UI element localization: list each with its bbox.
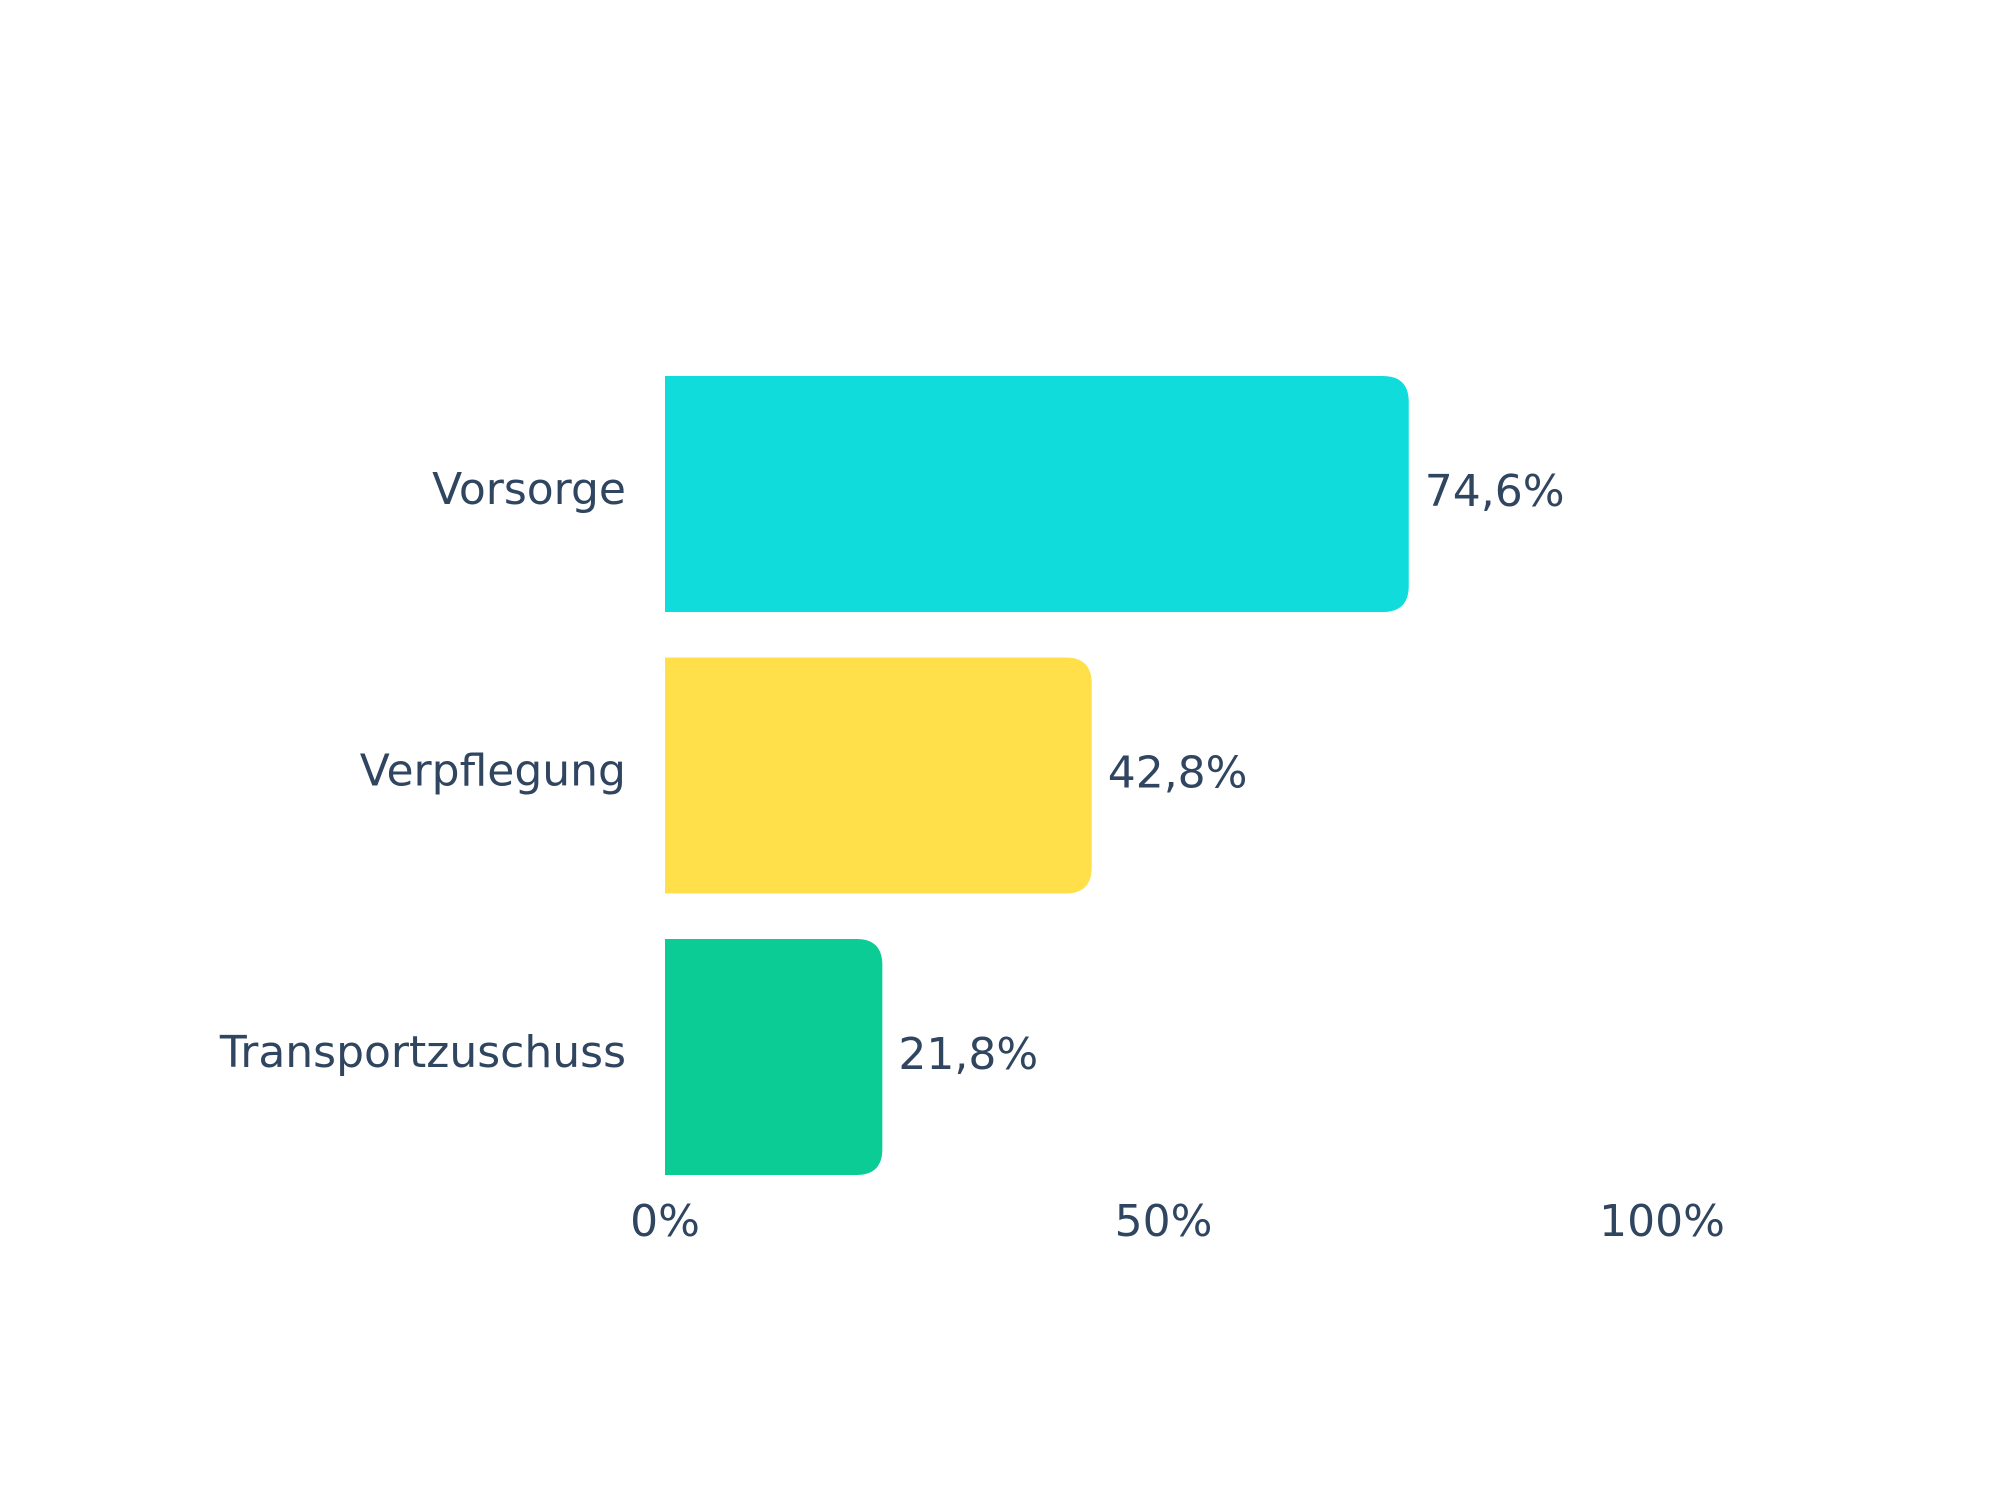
y-tick-label: Vorsorge bbox=[432, 464, 626, 515]
bar bbox=[665, 657, 1092, 894]
value-label: 21,8% bbox=[898, 1029, 1038, 1080]
bar bbox=[665, 376, 1409, 612]
y-tick-label: Transportzuschuss bbox=[219, 1027, 626, 1078]
x-tick-label: 50% bbox=[1115, 1196, 1213, 1247]
x-tick-label: 100% bbox=[1599, 1196, 1725, 1247]
value-label: 74,6% bbox=[1425, 466, 1565, 517]
x-tick-label: 0% bbox=[630, 1196, 700, 1247]
value-label: 42,8% bbox=[1108, 748, 1248, 799]
bar bbox=[665, 939, 883, 1175]
y-tick-label: Verpflegung bbox=[360, 746, 626, 797]
